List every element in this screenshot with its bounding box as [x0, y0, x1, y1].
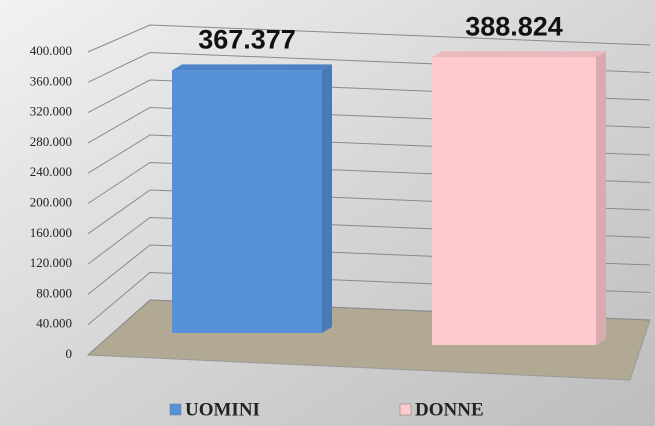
- bar-top: [172, 64, 332, 70]
- bar-top: [432, 51, 606, 57]
- legend-swatch: [170, 404, 181, 415]
- bar-side: [596, 51, 606, 345]
- legend-swatch: [400, 404, 411, 415]
- y-tick-label: 320.000: [30, 104, 72, 119]
- legend-label: DONNE: [415, 399, 484, 420]
- y-tick-label: 200.000: [30, 194, 72, 209]
- value-label: 388.824: [465, 11, 563, 41]
- y-tick-label: 160.000: [30, 225, 72, 240]
- y-tick-label: 360.000: [30, 73, 72, 88]
- y-tick-label: 0: [66, 346, 73, 361]
- chart: 0 40.000 80.000 120.000 160.000 200.000 240.00…: [0, 0, 655, 426]
- legend-label: UOMINI: [185, 399, 260, 420]
- y-tick-label: 120.000: [30, 255, 72, 270]
- y-tick-label: 80.000: [36, 285, 72, 300]
- y-tick-label: 240.000: [30, 164, 72, 179]
- y-tick-label: 280.000: [30, 134, 72, 149]
- bar: [172, 70, 322, 333]
- y-tick-label: 40.000: [36, 316, 72, 331]
- y-tick-label: 400.000: [30, 43, 72, 58]
- bar: [432, 57, 596, 345]
- bar-side: [322, 64, 332, 333]
- value-label: 367.377: [198, 24, 296, 54]
